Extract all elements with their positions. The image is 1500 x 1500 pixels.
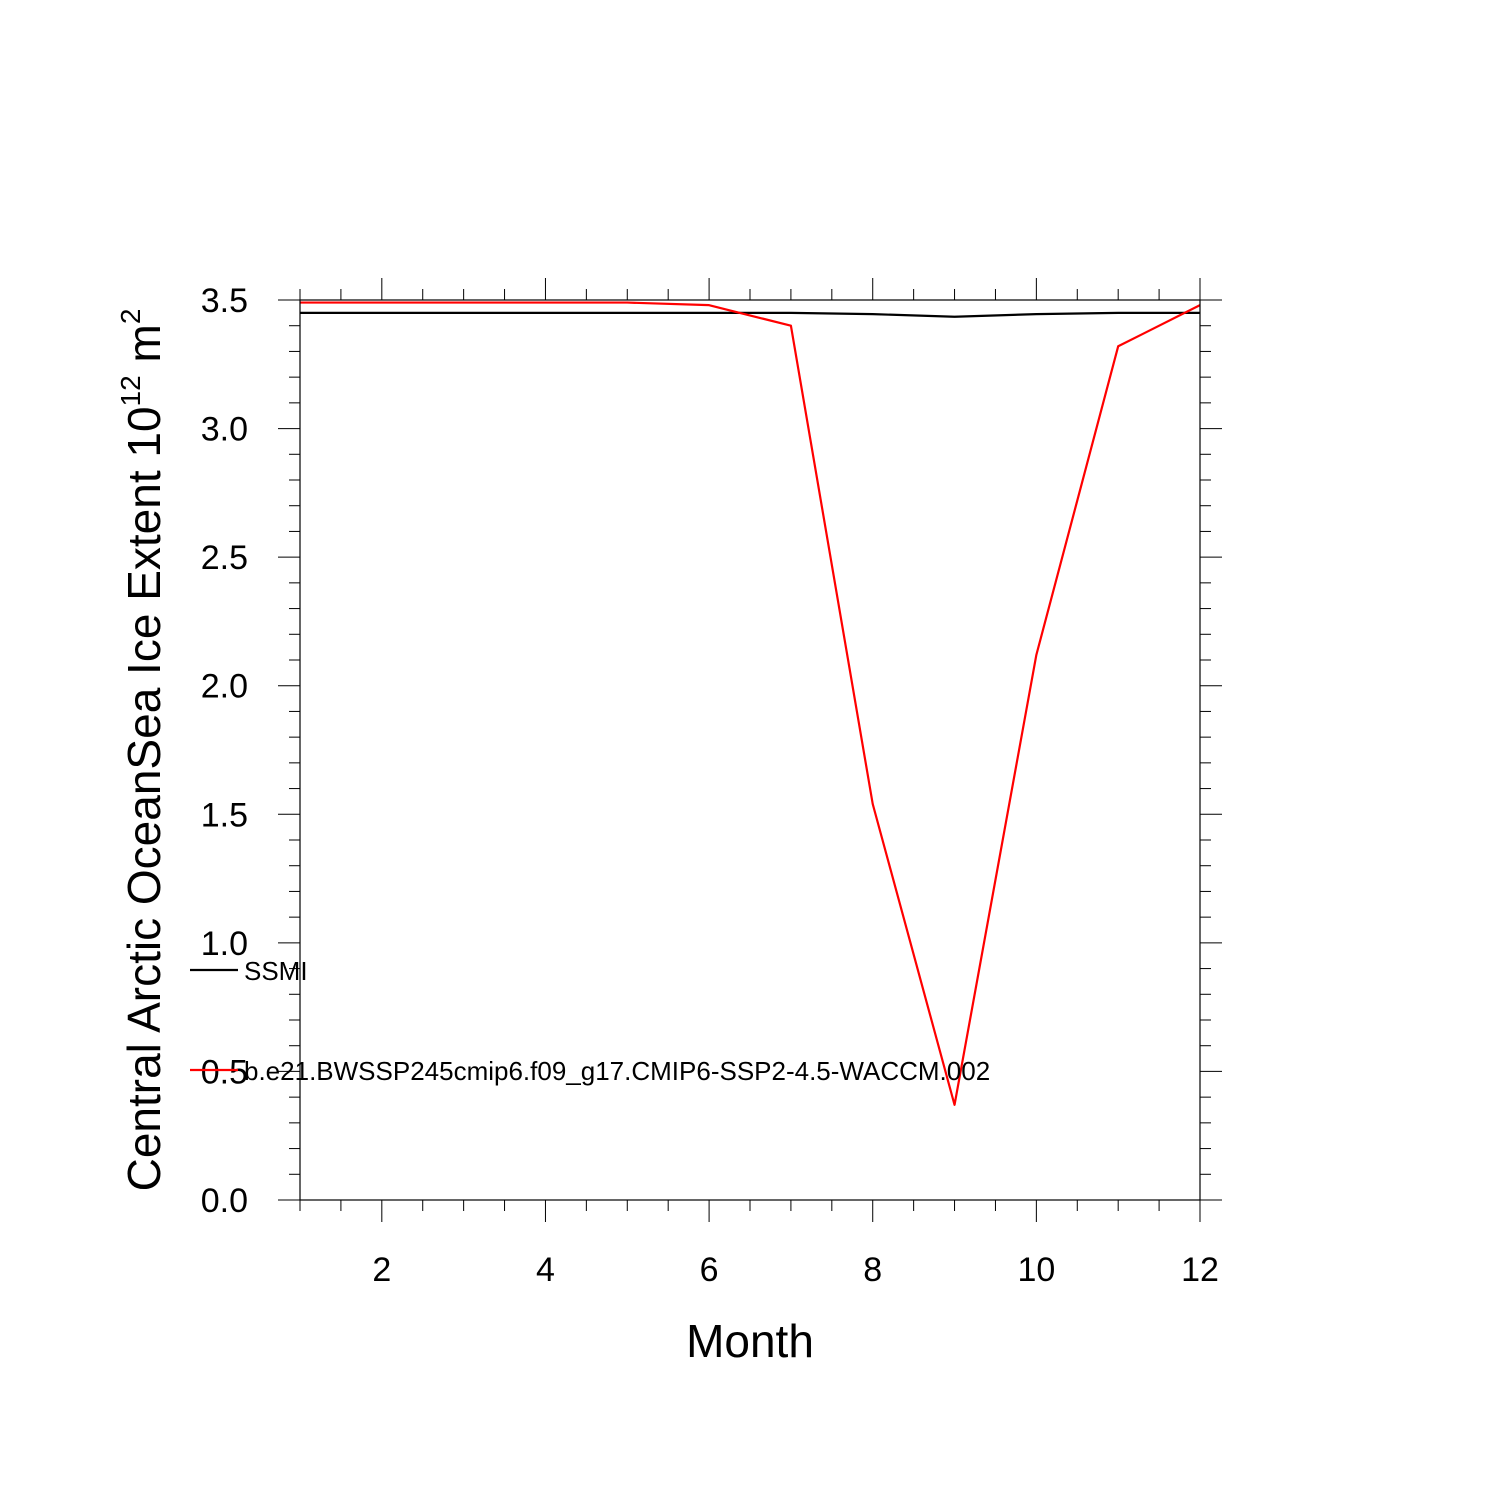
plot-frame <box>299 299 1201 1201</box>
y-tick-label: 2.0 <box>201 668 248 706</box>
y-tick-label: 0.0 <box>201 1182 248 1220</box>
y-tick-label: 3.5 <box>201 282 248 320</box>
y-tick-label: 3.0 <box>201 411 248 449</box>
x-axis-title: Month <box>686 1315 814 1367</box>
legend-label: b.e21.BWSSP245cmip6.f09_g17.CMIP6-SSP2-4… <box>244 1056 990 1086</box>
y-tick-label: 0.5 <box>201 1053 248 1091</box>
minor-tick-marks <box>289 289 1211 1211</box>
x-tick-label: 12 <box>1181 1251 1219 1289</box>
x-tick-label: 2 <box>372 1251 391 1289</box>
x-tick-label: 4 <box>536 1251 555 1289</box>
y-axis-title-spacer <box>118 363 170 376</box>
major-tick-marks <box>278 278 1222 1222</box>
x-tick-label: 8 <box>863 1251 882 1289</box>
y-axis-title-unit-exponent: 2 <box>115 309 146 325</box>
x-tick-label: 10 <box>1017 1251 1055 1289</box>
y-axis-title-unit: m <box>118 324 170 362</box>
y-tick-label: 1.5 <box>201 796 248 834</box>
x-tick-label: 6 <box>700 1251 719 1289</box>
y-axis-title-main: Central Arctic OceanSea Ice Extent 10 <box>118 406 170 1191</box>
legend: SSMI b.e21.BWSSP245cmip6.f09_g17.CMIP6-SS… <box>190 956 990 1086</box>
y-tick-labels: 0.0 0.5 1.0 1.5 2.0 2.5 3.0 3.5 <box>201 282 248 1220</box>
series-lines <box>300 301 1201 1106</box>
series-line-model <box>300 301 1201 1106</box>
y-tick-label: 2.5 <box>201 539 248 577</box>
y-axis-title: Central Arctic OceanSea Ice Extent 1012 … <box>115 309 170 1192</box>
legend-label: SSMI <box>244 956 308 986</box>
x-tick-labels: 2 4 6 8 10 12 <box>372 1251 1219 1289</box>
y-tick-label: 1.0 <box>201 925 248 963</box>
series-line-ssmi <box>300 311 1200 318</box>
y-axis-title-exponent: 12 <box>115 375 146 406</box>
